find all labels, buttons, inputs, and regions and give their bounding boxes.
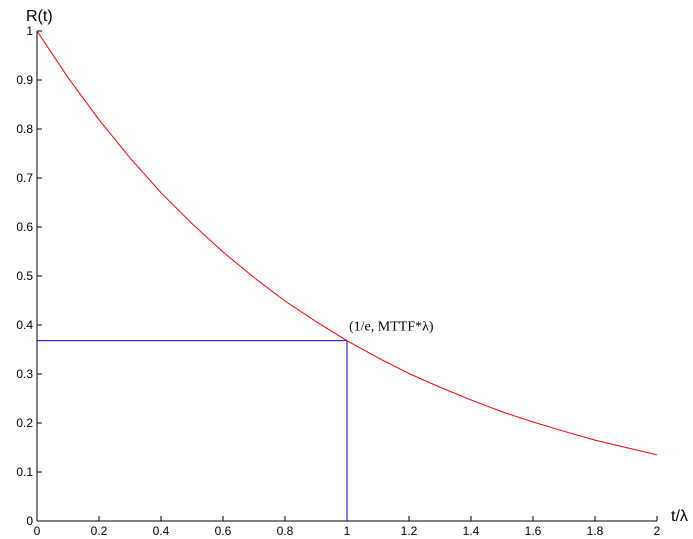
y-tick-label: 0.2 bbox=[16, 416, 33, 430]
reference-lines bbox=[37, 340, 348, 521]
x-tick-label: 0.4 bbox=[153, 524, 170, 538]
x-tick-label: 1.6 bbox=[525, 524, 542, 538]
series-group bbox=[36, 30, 658, 456]
series-line bbox=[36, 30, 658, 456]
x-tick-label: 1 bbox=[344, 524, 351, 538]
x-tick-label: 2 bbox=[654, 524, 661, 538]
x-tick-label: 1.4 bbox=[463, 524, 480, 538]
y-tick-label: 0 bbox=[26, 514, 33, 528]
annotation-label: (1/e, MTTF*λ) bbox=[349, 320, 434, 335]
y-tick-label: 0.5 bbox=[16, 269, 33, 283]
y-tick-label: 0.9 bbox=[16, 73, 33, 87]
x-tick-label: 0 bbox=[34, 524, 41, 538]
x-axis-title: t/λ bbox=[671, 508, 688, 525]
x-tick-label: 1.8 bbox=[587, 524, 604, 538]
x-tick-label: 0.8 bbox=[277, 524, 294, 538]
y-tick-label: 0.4 bbox=[16, 318, 33, 332]
y-tick-label: 1 bbox=[26, 24, 33, 38]
y-tick-label: 0.7 bbox=[16, 171, 33, 185]
x-tick-label: 0.2 bbox=[91, 524, 108, 538]
x-ticks: 0 0.2 0.4 0.6 0.8 1 1.2 1.4 1.6 1.8 2 bbox=[34, 516, 661, 538]
y-tick-label: 0.6 bbox=[16, 220, 33, 234]
y-tick-label: 0.3 bbox=[16, 367, 33, 381]
x-tick-label: 0.6 bbox=[215, 524, 232, 538]
annotations: (1/e, MTTF*λ) bbox=[349, 320, 434, 335]
y-tick-label: 0.1 bbox=[16, 465, 33, 479]
y-tick-label: 0.8 bbox=[16, 122, 33, 136]
y-axis-title: R(t) bbox=[26, 8, 53, 25]
y-ticks: 0 0.1 0.2 0.3 0.4 0.5 0.6 0.7 0.8 0.9 1 bbox=[16, 24, 42, 528]
x-tick-label: 1.2 bbox=[401, 524, 418, 538]
